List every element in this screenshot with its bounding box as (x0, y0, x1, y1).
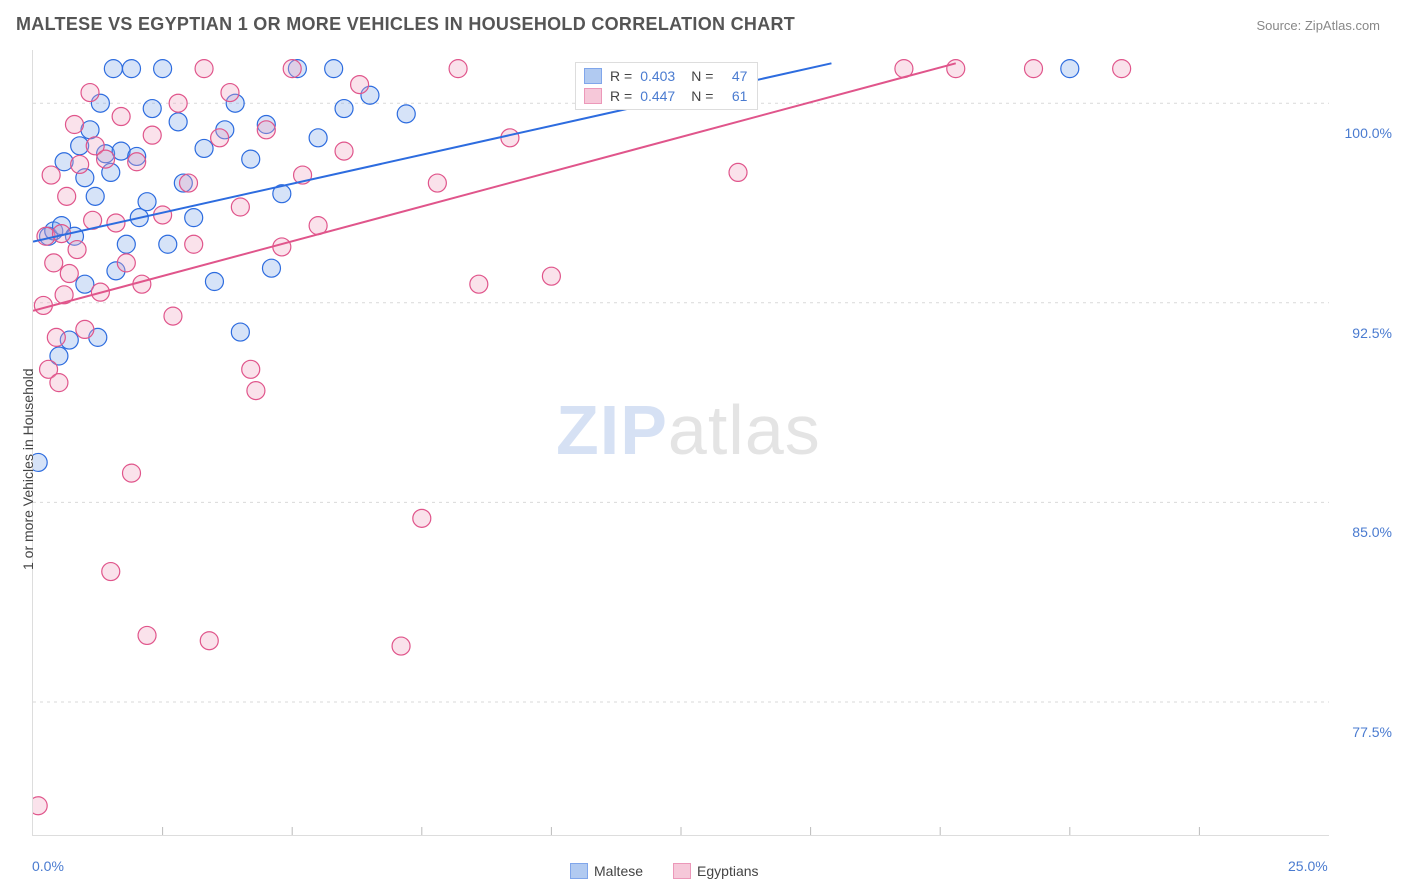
legend-item: Maltese (570, 863, 643, 879)
correlation-legend: R =0.403N =47R =0.447N =61 (575, 62, 758, 110)
legend-row: R =0.403N =47 (584, 66, 747, 86)
y-axis-label: 1 or more Vehicles in Household (20, 368, 36, 570)
y-tick-label: 92.5% (1352, 325, 1392, 341)
chart-area (32, 50, 1329, 836)
legend-row: R =0.447N =61 (584, 86, 747, 106)
chart-title: MALTESE VS EGYPTIAN 1 OR MORE VEHICLES I… (16, 14, 795, 35)
source-label: Source: ZipAtlas.com (1256, 18, 1380, 33)
series-legend: Maltese Egyptians (570, 863, 759, 879)
x-tick-label: 25.0% (1288, 858, 1328, 874)
y-tick-label: 77.5% (1352, 724, 1392, 740)
legend-item: Egyptians (673, 863, 758, 879)
plot-svg (33, 50, 1329, 835)
y-tick-label: 100.0% (1345, 125, 1392, 141)
x-tick-label: 0.0% (32, 858, 64, 874)
y-tick-label: 85.0% (1352, 524, 1392, 540)
